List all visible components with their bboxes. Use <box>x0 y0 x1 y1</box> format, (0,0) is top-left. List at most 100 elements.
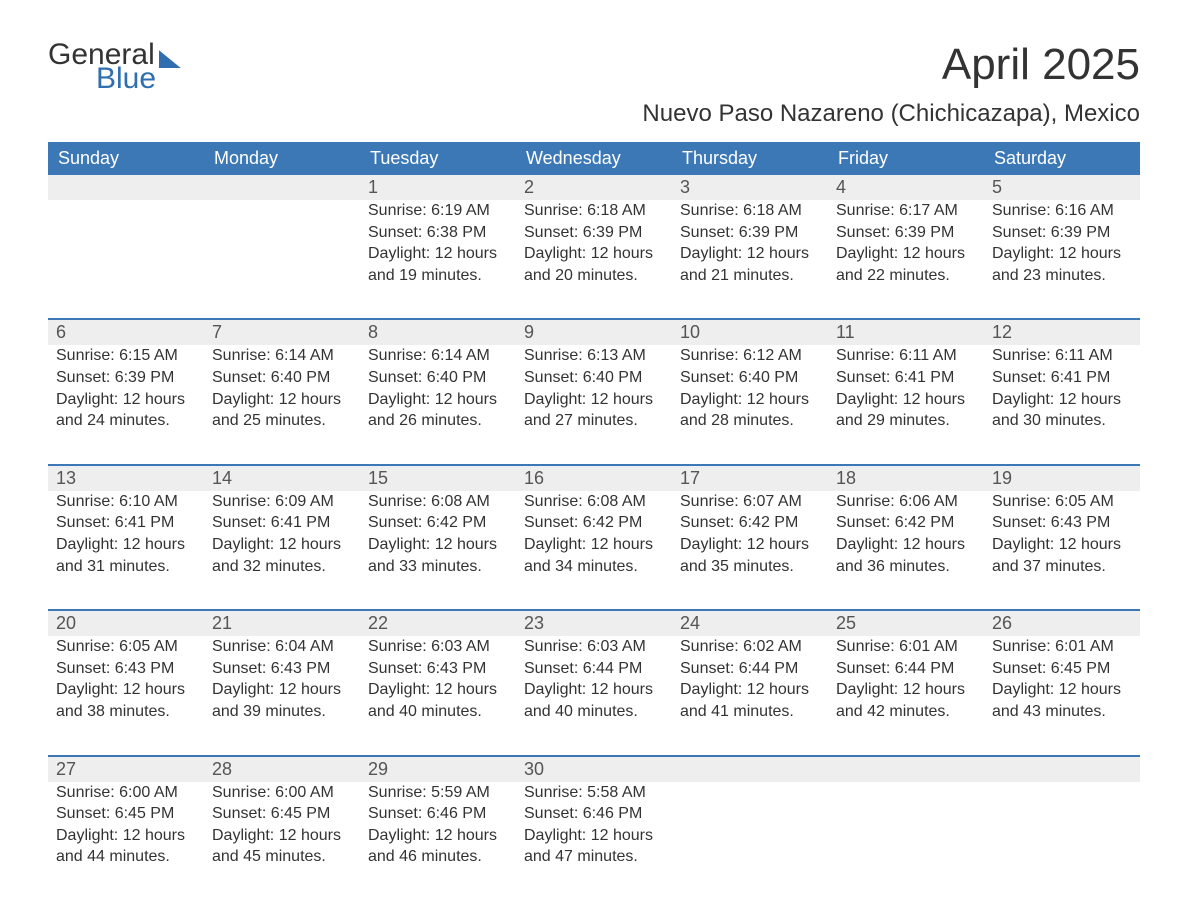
logo: General Blue <box>48 40 181 94</box>
sunset-line: Sunset: 6:44 PM <box>524 658 664 680</box>
calendar-day-cell: Sunrise: 6:11 AMSunset: 6:41 PMDaylight:… <box>984 345 1140 435</box>
calendar-day-cell: Sunrise: 6:03 AMSunset: 6:44 PMDaylight:… <box>516 636 672 726</box>
day-number: 24 <box>672 611 828 636</box>
calendar-daynum-row: 12345 <box>48 175 1140 200</box>
daylight-line: Daylight: 12 hours and 29 minutes. <box>836 389 976 432</box>
calendar-day-cell: Sunrise: 6:14 AMSunset: 6:40 PMDaylight:… <box>360 345 516 435</box>
calendar-day-cell: Sunrise: 6:00 AMSunset: 6:45 PMDaylight:… <box>204 782 360 872</box>
calendar-day-cell <box>828 782 984 872</box>
day-number: 28 <box>204 757 360 782</box>
calendar-day-cell: Sunrise: 6:17 AMSunset: 6:39 PMDaylight:… <box>828 200 984 290</box>
sunset-line: Sunset: 6:46 PM <box>524 803 664 825</box>
day-header: Friday <box>828 142 984 175</box>
daylight-line: Daylight: 12 hours and 42 minutes. <box>836 679 976 722</box>
sunrise-line: Sunrise: 6:18 AM <box>680 200 820 222</box>
calendar-day-cell: Sunrise: 6:08 AMSunset: 6:42 PMDaylight:… <box>516 491 672 581</box>
day-number <box>984 757 1140 782</box>
day-number: 25 <box>828 611 984 636</box>
day-number <box>672 757 828 782</box>
calendar-daynum-row: 6789101112 <box>48 318 1140 345</box>
sunset-line: Sunset: 6:38 PM <box>368 222 508 244</box>
sunrise-line: Sunrise: 6:15 AM <box>56 345 196 367</box>
day-number <box>828 757 984 782</box>
sunset-line: Sunset: 6:42 PM <box>368 512 508 534</box>
calendar-day-cell: Sunrise: 6:06 AMSunset: 6:42 PMDaylight:… <box>828 491 984 581</box>
calendar-day-cell: Sunrise: 6:13 AMSunset: 6:40 PMDaylight:… <box>516 345 672 435</box>
sunrise-line: Sunrise: 6:02 AM <box>680 636 820 658</box>
sunset-line: Sunset: 6:39 PM <box>992 222 1132 244</box>
calendar-day-cell: Sunrise: 5:58 AMSunset: 6:46 PMDaylight:… <box>516 782 672 872</box>
day-number: 11 <box>828 320 984 345</box>
daylight-line: Daylight: 12 hours and 24 minutes. <box>56 389 196 432</box>
sunset-line: Sunset: 6:44 PM <box>680 658 820 680</box>
sunset-line: Sunset: 6:43 PM <box>56 658 196 680</box>
sunrise-line: Sunrise: 6:05 AM <box>56 636 196 658</box>
daylight-line: Daylight: 12 hours and 20 minutes. <box>524 243 664 286</box>
daylight-line: Daylight: 12 hours and 46 minutes. <box>368 825 508 868</box>
day-number: 21 <box>204 611 360 636</box>
calendar-day-cell: Sunrise: 6:19 AMSunset: 6:38 PMDaylight:… <box>360 200 516 290</box>
sunset-line: Sunset: 6:45 PM <box>212 803 352 825</box>
calendar-day-cell: Sunrise: 6:05 AMSunset: 6:43 PMDaylight:… <box>48 636 204 726</box>
sunset-line: Sunset: 6:43 PM <box>368 658 508 680</box>
sunset-line: Sunset: 6:40 PM <box>524 367 664 389</box>
calendar-day-cell: Sunrise: 6:00 AMSunset: 6:45 PMDaylight:… <box>48 782 204 872</box>
daylight-line: Daylight: 12 hours and 21 minutes. <box>680 243 820 286</box>
day-header: Sunday <box>48 142 204 175</box>
daylight-line: Daylight: 12 hours and 38 minutes. <box>56 679 196 722</box>
calendar-day-cell <box>984 782 1140 872</box>
sunrise-line: Sunrise: 6:14 AM <box>212 345 352 367</box>
day-number: 22 <box>360 611 516 636</box>
calendar-day-cell: Sunrise: 6:18 AMSunset: 6:39 PMDaylight:… <box>516 200 672 290</box>
sunrise-line: Sunrise: 6:08 AM <box>368 491 508 513</box>
calendar-day-cell: Sunrise: 6:05 AMSunset: 6:43 PMDaylight:… <box>984 491 1140 581</box>
calendar-day-cell: Sunrise: 6:11 AMSunset: 6:41 PMDaylight:… <box>828 345 984 435</box>
daylight-line: Daylight: 12 hours and 31 minutes. <box>56 534 196 577</box>
sunset-line: Sunset: 6:39 PM <box>680 222 820 244</box>
sunrise-line: Sunrise: 6:13 AM <box>524 345 664 367</box>
daylight-line: Daylight: 12 hours and 40 minutes. <box>524 679 664 722</box>
day-number <box>48 175 204 200</box>
sunrise-line: Sunrise: 6:00 AM <box>212 782 352 804</box>
sunset-line: Sunset: 6:41 PM <box>212 512 352 534</box>
sunrise-line: Sunrise: 5:58 AM <box>524 782 664 804</box>
daylight-line: Daylight: 12 hours and 30 minutes. <box>992 389 1132 432</box>
calendar-daynum-row: 13141516171819 <box>48 464 1140 491</box>
sunset-line: Sunset: 6:39 PM <box>524 222 664 244</box>
calendar-week-row: Sunrise: 6:00 AMSunset: 6:45 PMDaylight:… <box>48 782 1140 872</box>
day-number: 1 <box>360 175 516 200</box>
sunrise-line: Sunrise: 6:16 AM <box>992 200 1132 222</box>
sunset-line: Sunset: 6:45 PM <box>56 803 196 825</box>
sunset-line: Sunset: 6:43 PM <box>992 512 1132 534</box>
sunrise-line: Sunrise: 6:17 AM <box>836 200 976 222</box>
sunset-line: Sunset: 6:41 PM <box>836 367 976 389</box>
daylight-line: Daylight: 12 hours and 32 minutes. <box>212 534 352 577</box>
daylight-line: Daylight: 12 hours and 39 minutes. <box>212 679 352 722</box>
sunrise-line: Sunrise: 6:07 AM <box>680 491 820 513</box>
daylight-line: Daylight: 12 hours and 40 minutes. <box>368 679 508 722</box>
calendar-week-row: Sunrise: 6:15 AMSunset: 6:39 PMDaylight:… <box>48 345 1140 435</box>
calendar-day-cell: Sunrise: 6:18 AMSunset: 6:39 PMDaylight:… <box>672 200 828 290</box>
day-number: 6 <box>48 320 204 345</box>
calendar-day-cell: Sunrise: 6:15 AMSunset: 6:39 PMDaylight:… <box>48 345 204 435</box>
calendar-day-cell: Sunrise: 5:59 AMSunset: 6:46 PMDaylight:… <box>360 782 516 872</box>
sunrise-line: Sunrise: 6:00 AM <box>56 782 196 804</box>
day-number: 18 <box>828 466 984 491</box>
day-number: 20 <box>48 611 204 636</box>
calendar-week-row: Sunrise: 6:19 AMSunset: 6:38 PMDaylight:… <box>48 200 1140 290</box>
day-number: 2 <box>516 175 672 200</box>
daylight-line: Daylight: 12 hours and 37 minutes. <box>992 534 1132 577</box>
sunset-line: Sunset: 6:44 PM <box>836 658 976 680</box>
day-header: Thursday <box>672 142 828 175</box>
day-number: 23 <box>516 611 672 636</box>
day-number: 16 <box>516 466 672 491</box>
sunrise-line: Sunrise: 6:12 AM <box>680 345 820 367</box>
calendar-day-header-row: Sunday Monday Tuesday Wednesday Thursday… <box>48 142 1140 175</box>
sunrise-line: Sunrise: 6:11 AM <box>836 345 976 367</box>
daylight-line: Daylight: 12 hours and 28 minutes. <box>680 389 820 432</box>
sunrise-line: Sunrise: 6:04 AM <box>212 636 352 658</box>
calendar-day-cell <box>204 200 360 290</box>
calendar-day-cell: Sunrise: 6:04 AMSunset: 6:43 PMDaylight:… <box>204 636 360 726</box>
day-number: 14 <box>204 466 360 491</box>
sunrise-line: Sunrise: 6:01 AM <box>836 636 976 658</box>
